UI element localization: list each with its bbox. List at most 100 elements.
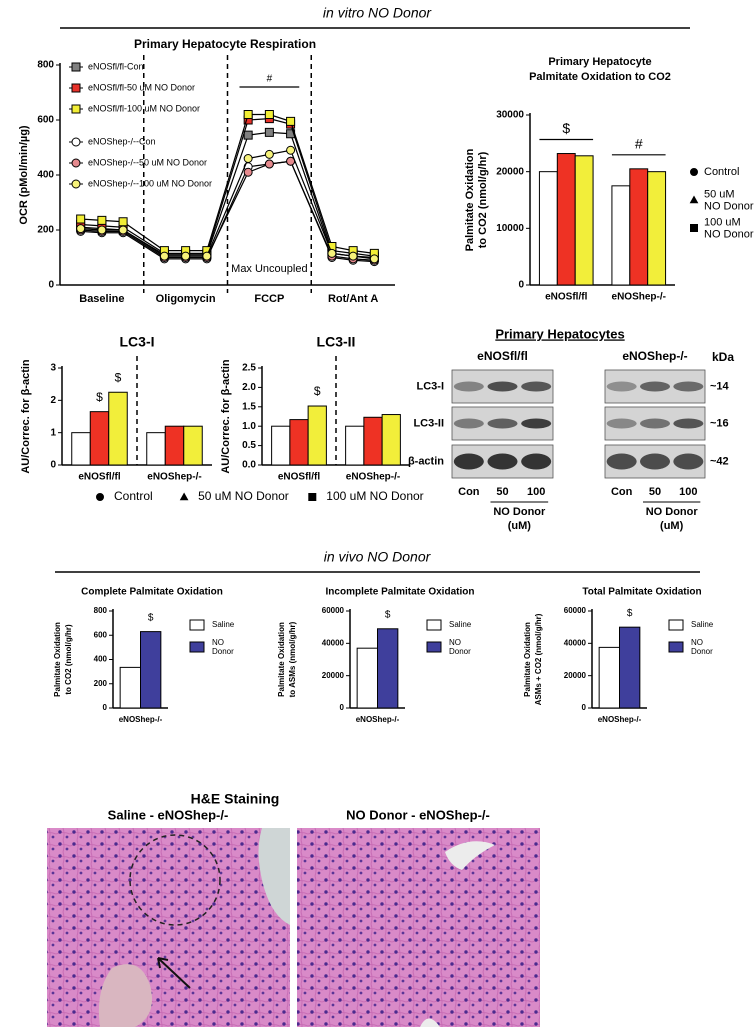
- histology: H&E Staining Saline - eNOShep-/- NO Dono…: [47, 791, 540, 1027]
- bar: [647, 171, 667, 286]
- group-label: eNOShep-/-: [622, 349, 687, 363]
- band: [453, 381, 484, 392]
- band: [606, 418, 637, 429]
- kda-label: ~16: [710, 417, 729, 429]
- x-tick-label: eNOShep-/-: [119, 715, 163, 724]
- legend-label: Control: [114, 489, 153, 503]
- chart-title: Total Palmitate Oxidation: [582, 587, 701, 598]
- x-tick-label: eNOShep-/-: [612, 292, 666, 303]
- bar: [611, 185, 631, 286]
- chart-title: LC3-II: [317, 334, 356, 350]
- band: [487, 418, 518, 429]
- band: [521, 453, 552, 470]
- point: [243, 110, 253, 119]
- legend-label: Saline: [691, 620, 714, 629]
- x-tick-label: eNOSfl/fl: [78, 472, 120, 483]
- y-axis-label: to ASMs (nmol/g/hr): [288, 621, 297, 697]
- bar: [538, 171, 558, 286]
- annotation: Max Uncoupled: [231, 263, 307, 275]
- legend-label: eNOSfl/fl-Con: [88, 61, 144, 71]
- y-tick-label: 2.5: [242, 363, 256, 374]
- y-tick-label: 1.5: [242, 401, 256, 412]
- treatment-label: (uM): [660, 520, 684, 532]
- x-group-label: Baseline: [79, 293, 124, 305]
- legend-label: eNOSfl/fl-50 uM NO Donor: [88, 82, 195, 92]
- bar: [307, 405, 327, 466]
- x-tick-label: eNOShep-/-: [147, 472, 201, 483]
- annotation: #: [635, 136, 643, 152]
- y-tick-label: 0.0: [242, 460, 256, 471]
- x-group-label: Oligomycin: [156, 293, 216, 305]
- y-tick-label: 0.5: [242, 440, 256, 451]
- lane-label: 100: [527, 486, 545, 498]
- significance: $: [385, 609, 391, 620]
- y-axis-label: ASMs + CO2 (nmol/g/hr): [534, 613, 543, 705]
- panel-title: Saline - eNOShep-/-: [108, 807, 229, 822]
- legend-label: 100 uM NO Donor: [704, 216, 754, 240]
- band: [487, 453, 518, 470]
- bar: [363, 416, 383, 466]
- point: [243, 154, 253, 163]
- legend-label: 50 uM NO Donor: [198, 489, 289, 503]
- legend-marker: [71, 158, 81, 168]
- y-axis-label: OCR (pMol/min/µg): [18, 125, 30, 225]
- lane-label: 100: [679, 486, 697, 498]
- point: [327, 248, 337, 258]
- point: [348, 251, 358, 261]
- bar: [574, 155, 594, 286]
- lane-label: 50: [496, 486, 508, 498]
- vessel: [258, 828, 290, 925]
- x-tick-label: eNOShep-/-: [598, 715, 642, 724]
- y-tick-label: 1.0: [242, 421, 256, 432]
- point: [97, 225, 107, 235]
- point: [181, 251, 191, 261]
- bar: [89, 411, 110, 466]
- y-tick-label: 20000: [496, 166, 524, 177]
- y-tick-label: 30000: [496, 110, 524, 121]
- point: [264, 110, 274, 119]
- legend-label: Saline: [449, 620, 472, 629]
- bar: [289, 419, 309, 466]
- y-tick-label: 0: [103, 703, 108, 712]
- y-tick-label: 0: [340, 703, 345, 712]
- bar: [377, 628, 399, 709]
- significance: $: [96, 390, 103, 404]
- he-image: [47, 828, 290, 1027]
- chart-title: LC3-I: [120, 334, 155, 350]
- x-tick-label: eNOShep-/-: [346, 472, 400, 483]
- band: [673, 381, 704, 392]
- legend-marker: [179, 492, 189, 501]
- panel-title: NO Donor - eNOShep-/-: [346, 807, 490, 822]
- x-tick-label: eNOSfl/fl: [278, 472, 320, 483]
- legend-marker: [71, 104, 81, 114]
- blot-title: Primary Hepatocytes: [495, 326, 624, 341]
- x-tick-label: eNOShep-/-: [356, 715, 400, 724]
- y-tick-label: 0: [518, 280, 524, 291]
- bar: [164, 425, 185, 466]
- bar: [71, 432, 91, 466]
- legend-label: Control: [704, 166, 739, 178]
- x-tick-label: eNOSfl/fl: [545, 292, 587, 303]
- section-title: in vitro NO Donor: [323, 5, 432, 21]
- lane-label: Con: [458, 486, 480, 498]
- bar: [140, 631, 162, 709]
- bar: [108, 391, 128, 466]
- y-tick-label: 3: [50, 363, 56, 374]
- band: [606, 381, 637, 392]
- treatment-label: (uM): [508, 520, 532, 532]
- unit-label: kDa: [712, 350, 734, 364]
- kda-label: ~42: [710, 455, 729, 467]
- band: [673, 418, 704, 429]
- bar: [619, 626, 641, 709]
- legend-label: NO Donor: [212, 638, 234, 656]
- band: [606, 453, 637, 470]
- y-tick-label: 0: [50, 460, 56, 471]
- bar: [271, 425, 291, 466]
- legend-label: eNOShep-/--100 uM NO Donor: [88, 178, 212, 188]
- bar: [629, 168, 649, 286]
- vessel: [98, 964, 153, 1027]
- y-axis-label: Palmitate Oxidation: [53, 622, 62, 697]
- kda-label: ~14: [710, 380, 730, 392]
- legend-marker: [96, 493, 104, 501]
